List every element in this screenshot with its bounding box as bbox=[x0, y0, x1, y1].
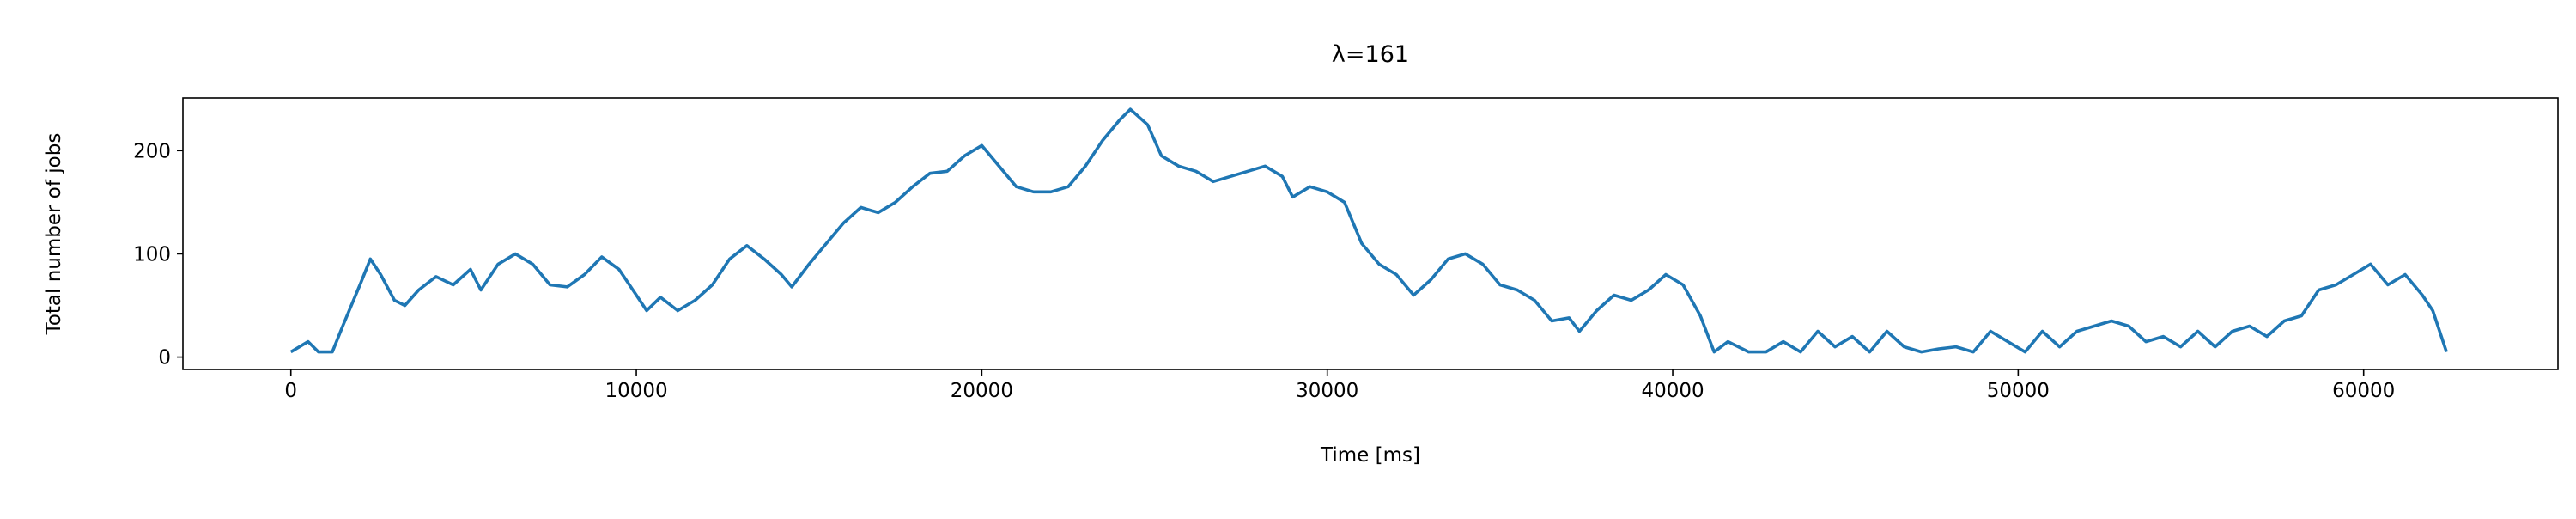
y-tick-label: 200 bbox=[133, 140, 171, 162]
x-tick-label: 30000 bbox=[1296, 380, 1358, 402]
plot-frame bbox=[182, 97, 2559, 370]
chart-title: λ=161 bbox=[1332, 41, 1409, 68]
y-tick-label: 100 bbox=[133, 243, 171, 266]
x-axis-label: Time [ms] bbox=[1320, 444, 1420, 467]
x-tick-label: 50000 bbox=[1987, 380, 2050, 402]
x-tick-label: 20000 bbox=[951, 380, 1013, 402]
x-tick-label: 40000 bbox=[1641, 380, 1704, 402]
x-tick-label: 10000 bbox=[605, 380, 667, 402]
x-tick-label: 0 bbox=[284, 380, 297, 402]
data-line bbox=[289, 107, 2448, 354]
y-axis-label: Total number of jobs bbox=[43, 133, 65, 336]
y-tick-label: 0 bbox=[158, 347, 171, 369]
x-tick-label: 60000 bbox=[2332, 380, 2395, 402]
